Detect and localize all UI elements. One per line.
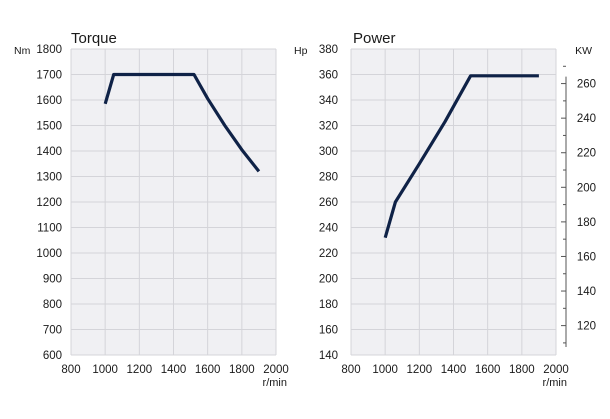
chart-title: Power	[353, 30, 396, 47]
y-tick-label: 200	[319, 274, 338, 286]
y-tick-label: 320	[319, 121, 338, 133]
y-tick-label: 180	[319, 299, 338, 311]
y-tick-label: 220	[319, 248, 338, 260]
y-tick-label: 300	[319, 146, 338, 158]
x-tick-label: 1000	[92, 364, 118, 376]
chart-title: Torque	[71, 30, 117, 47]
y-tick-label: 360	[319, 70, 338, 82]
x-tick-label: 2000	[543, 364, 569, 376]
y-tick-label: 1300	[36, 172, 62, 184]
x-tick-label: 2000	[263, 364, 289, 376]
x-tick-label: 1600	[475, 364, 501, 376]
x-tick-label: 1200	[407, 364, 433, 376]
y-tick-label: 600	[43, 350, 62, 362]
y-tick-label: 1200	[36, 197, 62, 209]
y-tick-label: 240	[319, 223, 338, 235]
y-tick-label: 1000	[36, 248, 62, 260]
y2-tick-label: 240	[577, 113, 596, 125]
y-tick-label: 1600	[36, 95, 62, 107]
series-line	[383, 74, 539, 239]
y-tick-label: 260	[319, 197, 338, 209]
y2-tick-label: 220	[577, 148, 596, 160]
x-tick-label: 1600	[195, 364, 221, 376]
y2-tick-label: 180	[577, 217, 596, 229]
x-tick-label: 800	[341, 364, 360, 376]
y-tick-label: 1500	[36, 121, 62, 133]
y-tick-label: 1700	[36, 70, 62, 82]
y2-tick-label: 120	[577, 321, 596, 333]
y-tick-label: 340	[319, 95, 338, 107]
y-axis-unit: Nm	[14, 45, 31, 57]
y-tick-label: 1100	[37, 223, 62, 235]
y-tick-label: 900	[43, 274, 62, 286]
y-tick-label: 1400	[36, 146, 62, 158]
y2-axis-unit: KW	[575, 45, 592, 57]
x-tick-label: 1000	[372, 364, 398, 376]
y-tick-label: 280	[319, 172, 338, 184]
y-tick-label: 140	[319, 350, 338, 362]
x-tick-label: 1800	[229, 364, 255, 376]
x-axis-unit: r/min	[543, 377, 567, 389]
y2-tick-label: 200	[577, 182, 596, 194]
x-tick-label: 1400	[441, 364, 467, 376]
y-tick-label: 1800	[36, 44, 62, 56]
x-tick-label: 800	[61, 364, 80, 376]
y2-tick-label: 160	[577, 251, 596, 263]
y-axis-unit: Hp	[294, 45, 308, 57]
y-tick-label: 160	[319, 325, 338, 337]
series-line	[103, 72, 261, 173]
y-tick-label: 800	[43, 299, 62, 311]
x-tick-label: 1800	[509, 364, 535, 376]
y2-tick-label: 260	[577, 79, 596, 91]
x-tick-label: 1400	[161, 364, 187, 376]
y2-tick-label: 140	[577, 286, 596, 298]
y-tick-label: 700	[43, 325, 62, 337]
x-axis-unit: r/min	[263, 377, 287, 389]
y-tick-label: 380	[319, 44, 338, 56]
x-tick-label: 1200	[127, 364, 153, 376]
